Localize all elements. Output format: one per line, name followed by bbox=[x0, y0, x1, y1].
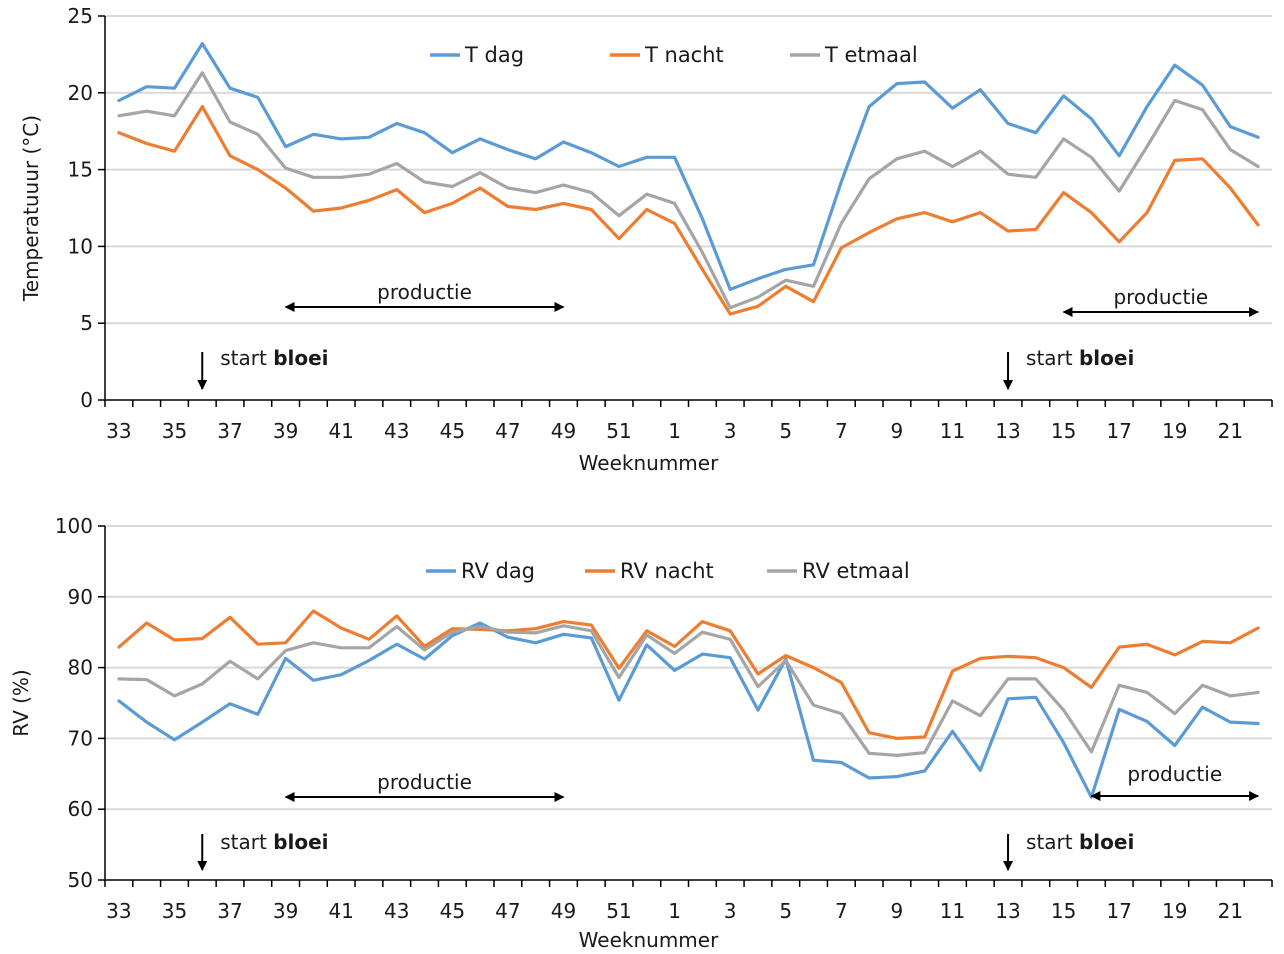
x-tick-label: 49 bbox=[551, 899, 576, 923]
y-tick-label: 20 bbox=[68, 81, 93, 105]
bloei-label-2: start bloei bbox=[1026, 346, 1134, 370]
y-tick-label: 80 bbox=[68, 656, 93, 680]
x-tick-label: 21 bbox=[1218, 419, 1243, 443]
x-tick-label: 49 bbox=[551, 419, 576, 443]
legend-label: T etmaal bbox=[824, 43, 918, 67]
legend-label: T dag bbox=[464, 43, 524, 67]
x-tick-label: 5 bbox=[779, 899, 792, 923]
x-tick-label: 37 bbox=[217, 419, 242, 443]
series-line-t-nacht bbox=[117, 104, 1260, 316]
x-tick-label: 35 bbox=[162, 899, 187, 923]
x-tick-label: 39 bbox=[273, 899, 298, 923]
x-tick-label: 11 bbox=[940, 899, 965, 923]
x-tick-label: 3 bbox=[724, 419, 737, 443]
bloei-label-2: start bloei bbox=[1026, 830, 1134, 854]
x-tick-label: 19 bbox=[1162, 419, 1187, 443]
productie-label-right: productie bbox=[1113, 285, 1208, 309]
x-tick-label: 35 bbox=[162, 419, 187, 443]
x-tick-label: 43 bbox=[384, 419, 409, 443]
x-tick-label: 17 bbox=[1106, 899, 1131, 923]
legend-label: RV dag bbox=[461, 559, 535, 583]
series-line-rv-nacht bbox=[117, 609, 1260, 740]
y-axis-title: Temperatuuur (°C) bbox=[19, 115, 43, 302]
x-tick-label: 33 bbox=[106, 419, 131, 443]
x-tick-label: 9 bbox=[891, 899, 904, 923]
x-tick-label: 47 bbox=[495, 899, 520, 923]
productie-label-right: productie bbox=[1127, 762, 1222, 786]
productie-label-left: productie bbox=[377, 770, 472, 794]
x-axis-title: Weeknummer bbox=[579, 451, 719, 475]
x-tick-label: 5 bbox=[779, 419, 792, 443]
y-tick-label: 10 bbox=[68, 234, 93, 258]
legend-label: RV etmaal bbox=[802, 559, 910, 583]
bloei-label-1: start bloei bbox=[220, 346, 328, 370]
x-tick-label: 51 bbox=[606, 899, 631, 923]
y-tick-label: 60 bbox=[68, 797, 93, 821]
x-tick-label: 45 bbox=[440, 419, 465, 443]
x-tick-label: 13 bbox=[995, 899, 1020, 923]
productie-label-left: productie bbox=[377, 280, 472, 304]
series-line-t-etmaal bbox=[117, 71, 1260, 310]
x-tick-label: 37 bbox=[217, 899, 242, 923]
x-tick-label: 43 bbox=[384, 899, 409, 923]
y-tick-label: 90 bbox=[68, 585, 93, 609]
x-tick-label: 13 bbox=[995, 419, 1020, 443]
y-tick-label: 100 bbox=[55, 514, 93, 538]
x-tick-label: 3 bbox=[724, 899, 737, 923]
x-tick-label: 51 bbox=[606, 419, 631, 443]
x-tick-label: 7 bbox=[835, 899, 848, 923]
x-tick-label: 7 bbox=[835, 419, 848, 443]
legend-label: RV nacht bbox=[620, 559, 714, 583]
x-tick-label: 11 bbox=[940, 419, 965, 443]
x-tick-label: 9 bbox=[891, 419, 904, 443]
x-tick-label: 1 bbox=[668, 899, 681, 923]
bloei-label-1: start bloei bbox=[220, 830, 328, 854]
series-line-t-dag bbox=[117, 41, 1260, 291]
y-tick-label: 50 bbox=[68, 868, 93, 892]
x-tick-label: 15 bbox=[1051, 899, 1076, 923]
x-tick-label: 47 bbox=[495, 419, 520, 443]
series-line-rv-etmaal bbox=[117, 624, 1260, 757]
y-tick-label: 0 bbox=[80, 388, 93, 412]
x-tick-label: 41 bbox=[328, 899, 353, 923]
y-tick-label: 15 bbox=[68, 158, 93, 182]
x-tick-label: 1 bbox=[668, 419, 681, 443]
y-tick-label: 5 bbox=[80, 311, 93, 335]
legend-label: T nacht bbox=[644, 43, 724, 67]
x-tick-label: 17 bbox=[1106, 419, 1131, 443]
y-tick-label: 70 bbox=[68, 726, 93, 750]
x-tick-label: 19 bbox=[1162, 899, 1187, 923]
x-tick-label: 33 bbox=[106, 899, 131, 923]
x-tick-label: 21 bbox=[1218, 899, 1243, 923]
x-tick-label: 41 bbox=[328, 419, 353, 443]
x-tick-label: 45 bbox=[440, 899, 465, 923]
y-axis-title: RV (%) bbox=[9, 669, 33, 736]
x-tick-label: 39 bbox=[273, 419, 298, 443]
y-tick-label: 25 bbox=[68, 4, 93, 28]
x-axis-title: Weeknummer bbox=[579, 928, 719, 952]
series-line-rv-dag bbox=[117, 621, 1260, 799]
x-tick-label: 15 bbox=[1051, 419, 1076, 443]
